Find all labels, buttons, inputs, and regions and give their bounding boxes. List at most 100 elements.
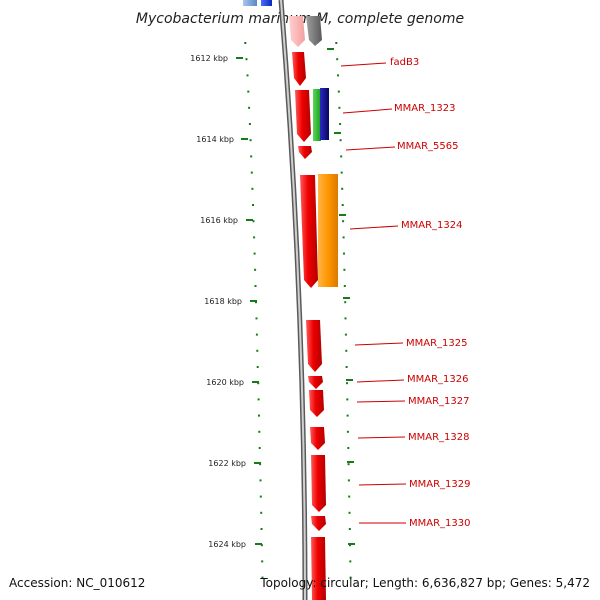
minor-tick <box>253 252 256 255</box>
minor-tick <box>349 544 351 547</box>
minor-tick <box>335 42 338 44</box>
cds-feature-mmar-1324 <box>300 175 318 288</box>
minor-tick <box>346 382 348 385</box>
minor-tick <box>339 139 342 142</box>
feature-green <box>313 89 321 141</box>
cds-feature-mmar-1327 <box>309 390 324 417</box>
feature-top-light-blue <box>243 0 257 6</box>
minor-tick <box>341 204 344 206</box>
minor-tick <box>259 495 262 498</box>
minor-tick <box>349 576 352 579</box>
minor-tick <box>345 366 348 368</box>
minor-tick <box>254 285 257 287</box>
minor-tick <box>346 414 349 417</box>
minor-tick <box>256 366 259 368</box>
minor-tick <box>344 301 347 304</box>
minor-tick <box>249 139 252 142</box>
minor-tick <box>255 333 258 336</box>
minor-tick <box>260 511 263 514</box>
minor-tick <box>338 106 341 109</box>
gene-label-mmar-1326: MMAR_1326 <box>407 374 469 385</box>
kbp-tick-1616 <box>246 219 253 221</box>
kbp-tick-1622 <box>254 462 261 464</box>
kbp-tick-1620 <box>252 381 259 383</box>
gene-label-mmar-5565: MMAR_5565 <box>397 141 459 152</box>
cds-feature-mmar-1328 <box>310 427 325 450</box>
minor-tick <box>341 187 344 190</box>
feature-navy <box>320 88 329 140</box>
minor-tick <box>251 187 254 190</box>
minor-tick <box>258 430 261 433</box>
minor-tick <box>258 414 260 417</box>
kbp-label-1616: 1616 kbp <box>200 216 238 225</box>
minor-tick <box>348 511 351 514</box>
cds-feature-mmar-1329 <box>311 455 326 512</box>
minor-tick <box>343 252 345 255</box>
gene-label-mmar-1325: MMAR_1325 <box>406 338 468 349</box>
minor-tick <box>337 90 340 93</box>
cds-feature-mmar-1325 <box>306 320 322 372</box>
kbp-tick-1618 <box>250 300 257 302</box>
minor-tick <box>247 90 250 93</box>
minor-tick <box>345 349 348 352</box>
minor-tick <box>258 447 261 449</box>
minor-tick <box>348 528 351 530</box>
kbp-label-1620: 1620 kbp <box>206 378 244 387</box>
minor-tick <box>261 560 264 563</box>
minor-tick <box>248 123 251 125</box>
cds-feature-mmar-1323 <box>295 90 311 142</box>
minor-tick <box>349 560 352 563</box>
minor-tick <box>257 398 260 401</box>
minor-tick <box>336 58 339 61</box>
minor-tick <box>344 333 347 336</box>
kbp-scale: 1612 kbp 1614 kbp 1616 kbp 1618 kbp 1620… <box>190 54 262 549</box>
cds-feature-mmar-1326 <box>308 376 323 389</box>
minor-tick <box>246 74 249 77</box>
cds-feature-mmar-1330 <box>311 516 326 531</box>
cds-features <box>289 16 326 600</box>
minor-tick <box>255 317 258 320</box>
gene-labels: fadB3 MMAR_1323 MMAR_5565 MMAR_1324 MMAR… <box>390 57 471 529</box>
gene-label-mmar-1327: MMAR_1327 <box>408 396 470 407</box>
minor-tick <box>340 155 343 158</box>
minor-tick <box>245 58 248 61</box>
gene-label-mmar-1329: MMAR_1329 <box>409 479 471 490</box>
minor-tick <box>256 349 259 352</box>
minor-tick <box>348 495 351 498</box>
minor-tick <box>347 447 350 449</box>
minor-tick <box>337 74 339 77</box>
gene-label-mmar-1323: MMAR_1323 <box>394 103 456 114</box>
topology-text: Topology: circular; Length: 6,636,827 bp… <box>260 576 590 590</box>
minor-tick <box>250 171 253 174</box>
kbp-tick-1612 <box>236 57 243 59</box>
minor-tick <box>346 398 349 401</box>
minor-tick-marks <box>244 42 352 579</box>
feature-top-blue <box>261 0 272 6</box>
gene-label-mmar-1328: MMAR_1328 <box>408 432 470 443</box>
minor-tick <box>340 171 343 174</box>
minor-tick <box>259 463 262 466</box>
minor-tick <box>347 479 350 482</box>
minor-tick <box>343 268 346 271</box>
minor-tick <box>347 463 350 466</box>
minor-tick <box>344 317 347 320</box>
kbp-label-1624: 1624 kbp <box>208 540 246 549</box>
gene-label-mmar-1324: MMAR_1324 <box>401 220 463 231</box>
minor-tick <box>261 576 264 579</box>
kbp-label-1622: 1622 kbp <box>208 459 246 468</box>
cds-feature-fadb3 <box>292 52 306 86</box>
minor-tick <box>252 204 254 206</box>
minor-tick <box>248 106 251 109</box>
minor-tick <box>342 220 345 223</box>
minor-tick <box>253 236 256 239</box>
minor-tick <box>244 42 247 44</box>
cds-feature-mmar-5565 <box>298 146 312 159</box>
cds-feature-bottom <box>311 537 326 600</box>
kbp-label-1614: 1614 kbp <box>196 135 234 144</box>
accession-text: Accession: NC_010612 <box>9 576 146 590</box>
kbp-label-1612: 1612 kbp <box>190 54 228 63</box>
kbp-tick-1624 <box>255 543 262 545</box>
feature-gray <box>306 16 322 46</box>
minor-tick <box>252 220 255 223</box>
